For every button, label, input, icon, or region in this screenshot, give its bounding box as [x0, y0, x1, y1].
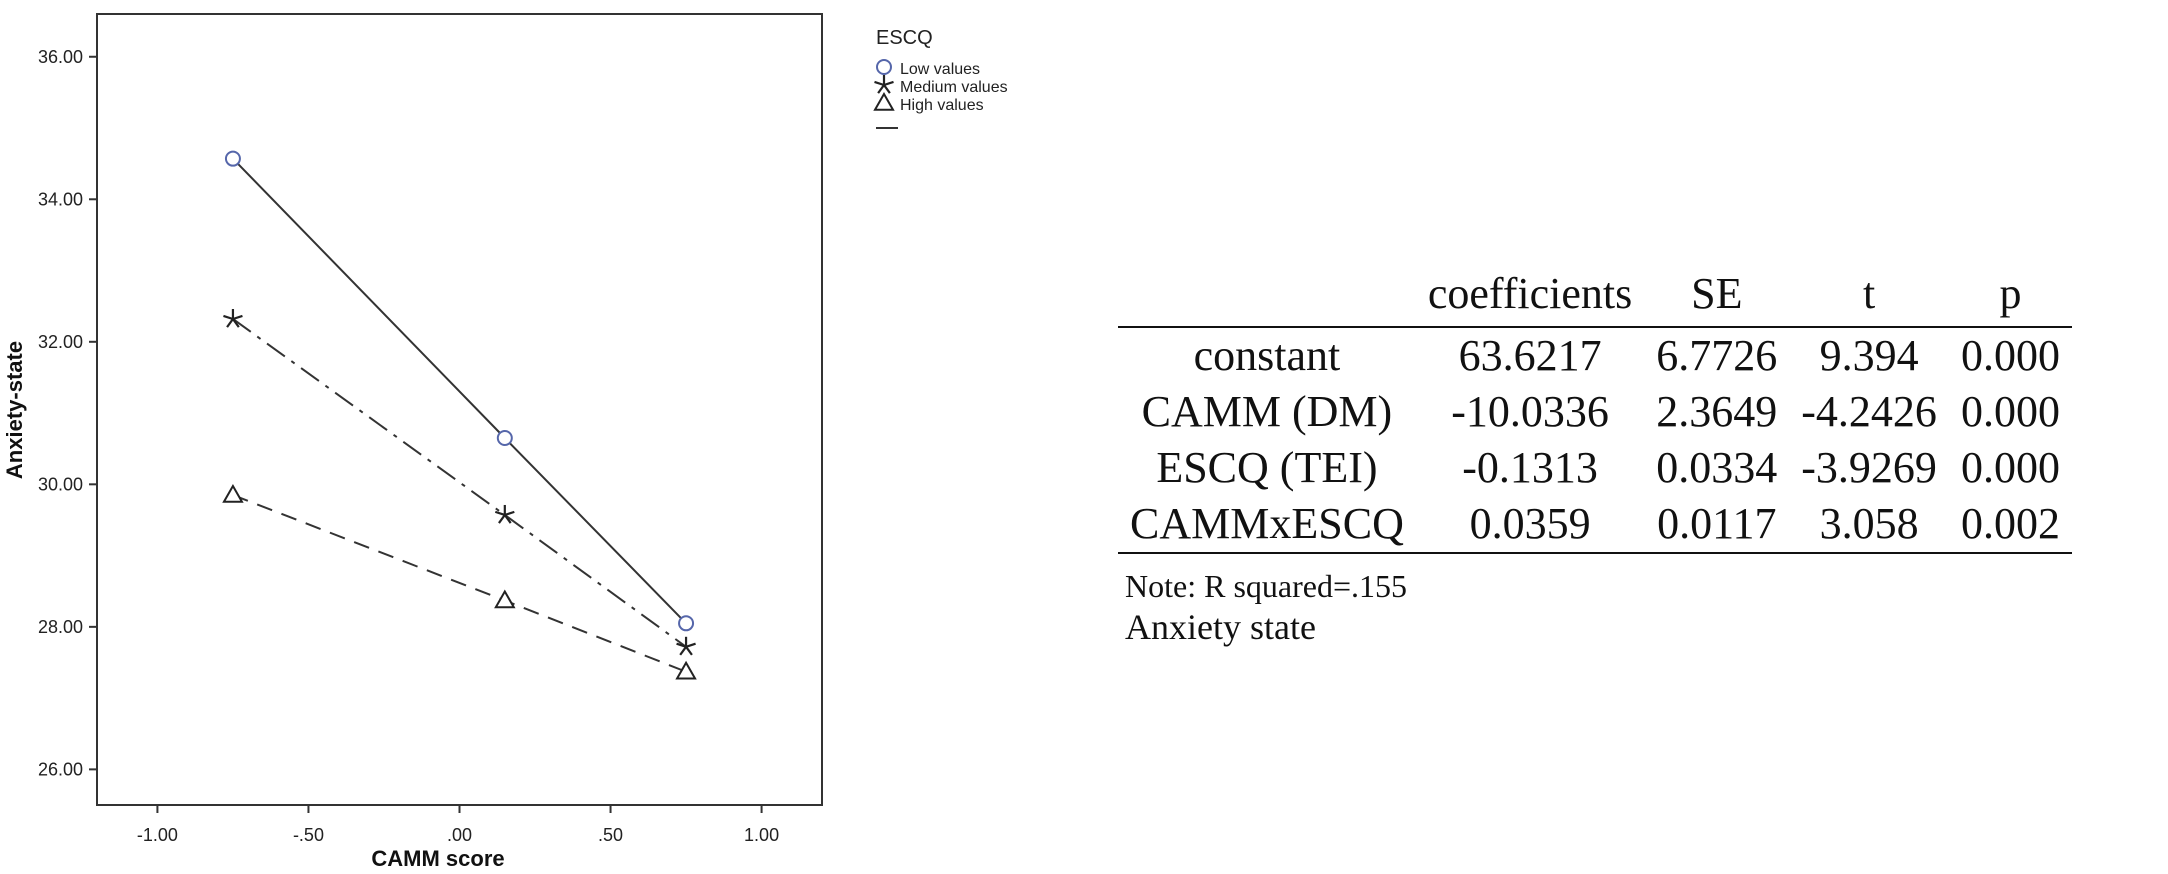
table-body: constant 63.6217 6.7726 9.394 0.000 CAMM (DM)…: [1118, 327, 2072, 553]
table-row: constant 63.6217 6.7726 9.394 0.000: [1118, 327, 2072, 384]
interaction-chart: -1.00 -.50 .00 .50 1.00 26.00 28.00 30.00 32.00 3…: [2, 13, 1008, 871]
data-point: [222, 483, 244, 503]
row-label: CAMM (DM): [1141, 387, 1393, 436]
y-tick-label: 34.00: [38, 189, 83, 209]
table-cell: 9.394: [1819, 331, 1919, 380]
table-cell: -10.0336: [1451, 387, 1609, 436]
legend-entry-0: Low values: [900, 61, 980, 78]
series-line-0: [232, 157, 687, 624]
row-label: CAMMxESCQ: [1130, 499, 1404, 548]
legend-entry-1: Medium values: [900, 79, 1008, 96]
data-point: [494, 504, 515, 524]
x-tick-label: .50: [598, 825, 623, 845]
table-cell: 0.000: [1960, 443, 2060, 492]
y-tick-label: 26.00: [38, 759, 83, 779]
data-point: [224, 150, 241, 167]
table-header-row: coefficients SE t p: [1118, 270, 2072, 327]
table-row: CAMM (DM) -10.0336 2.3649 -4.2426 0.000: [1118, 384, 2072, 440]
table-cell: 0.0117: [1657, 499, 1777, 548]
table-note: Note: R squared=.155: [1125, 568, 1407, 604]
table-row: ESCQ (TEI) -0.1313 0.0334 -3.9269 0.000: [1118, 440, 2072, 496]
x-tick-label: 1.00: [744, 825, 779, 845]
table-cell: 0.000: [1960, 331, 2060, 380]
x-tick-label: -.50: [293, 825, 324, 845]
regression-table: coefficients SE t p constant 63.6217 6.7726 9.…: [1118, 270, 2072, 554]
series-layer: [222, 150, 697, 680]
series-line-2: [232, 494, 687, 673]
row-label: constant: [1193, 331, 1341, 380]
x-tick-label: .00: [447, 825, 472, 845]
legend-title: ESCQ: [876, 27, 933, 49]
table-cell: 0.0334: [1656, 443, 1778, 492]
y-tick-label: 28.00: [38, 617, 83, 637]
series-line-1: [232, 318, 687, 648]
y-tick-label: 30.00: [38, 474, 83, 494]
y-tick-label: 32.00: [38, 332, 83, 352]
table-caption: Anxiety state: [1125, 607, 1316, 647]
table-cell: 63.6217: [1458, 331, 1602, 380]
table-cell: 6.7726: [1656, 331, 1778, 380]
table-cell: -0.1313: [1462, 443, 1598, 492]
data-point: [675, 660, 697, 680]
data-point: [676, 636, 696, 656]
row-label: ESCQ (TEI): [1156, 443, 1378, 492]
data-point: [494, 589, 516, 609]
plot-frame: [96, 13, 823, 806]
table-row: CAMMxESCQ 0.0359 0.0117 3.058 0.002: [1118, 496, 2072, 553]
data-point: [496, 430, 513, 447]
table-cell: 2.3649: [1656, 387, 1778, 436]
legend-marker-0: [876, 59, 892, 75]
table-header-4: p: [1999, 269, 2022, 318]
table-cell: -4.2426: [1801, 387, 1937, 436]
legend-entry-2: High values: [900, 97, 984, 114]
y-tick-label: 36.00: [38, 47, 83, 67]
legend-marker-1: [874, 75, 894, 94]
table-cell: 0.002: [1960, 499, 2060, 548]
table-header-2: SE: [1691, 269, 1743, 318]
y-axis-label: Anxiety-state: [2, 341, 27, 479]
table-cell: -3.9269: [1801, 443, 1937, 492]
table-cell: 3.058: [1819, 499, 1919, 548]
x-tick-label: -1.00: [137, 825, 178, 845]
data-point: [223, 308, 243, 328]
x-axis-label: CAMM score: [371, 846, 504, 871]
legend-marker-2: [873, 91, 895, 111]
table-header-3: t: [1862, 269, 1876, 318]
table-cell: 0.000: [1960, 387, 2060, 436]
axis-ticks: -1.00 -.50 .00 .50 1.00 26.00 28.00 30.00 32.00 3…: [38, 47, 779, 845]
table-header-1: coefficients: [1427, 269, 1633, 318]
table-header-0: [1118, 270, 1416, 327]
data-point: [678, 615, 695, 632]
table-cell: 0.0359: [1469, 499, 1591, 548]
